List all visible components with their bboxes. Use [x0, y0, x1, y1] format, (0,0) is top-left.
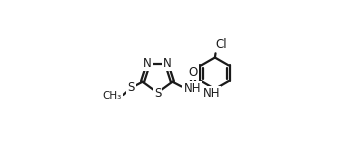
Text: Cl: Cl [216, 38, 227, 51]
Text: N: N [143, 57, 152, 70]
Text: S: S [127, 81, 135, 94]
Text: CH₃: CH₃ [102, 91, 121, 101]
Text: NH: NH [183, 82, 201, 95]
Text: NH: NH [203, 87, 220, 100]
Text: O: O [188, 66, 198, 79]
Text: N: N [163, 57, 172, 70]
Text: S: S [154, 87, 161, 100]
